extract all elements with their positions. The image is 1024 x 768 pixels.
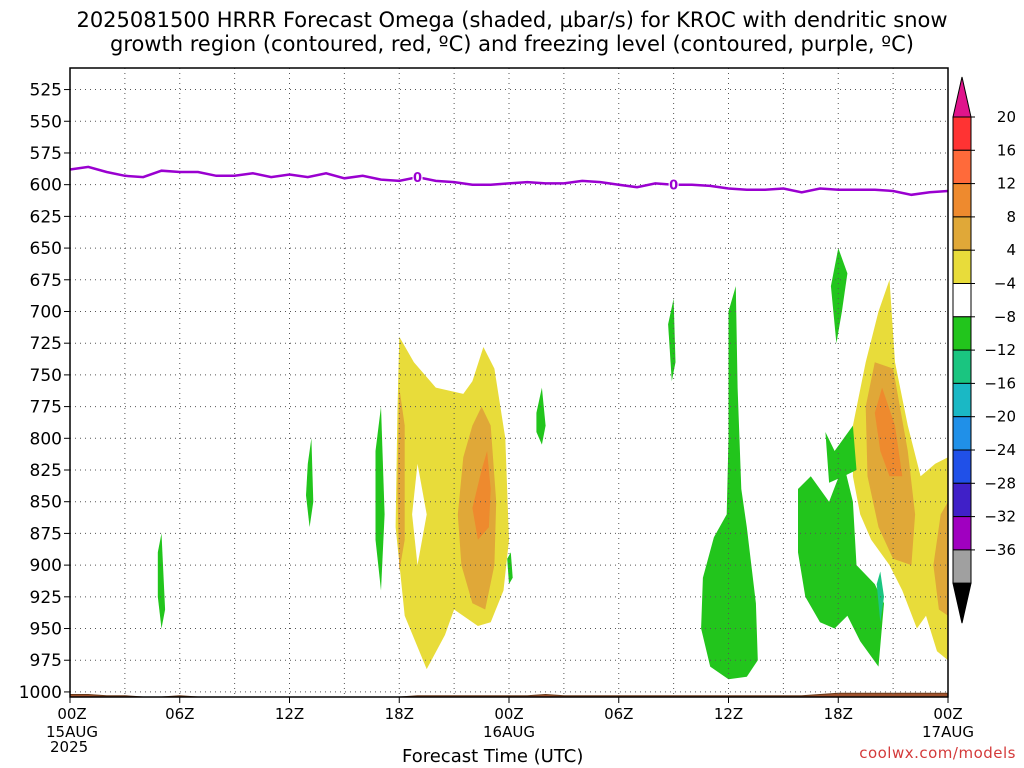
colorbar-swatch-13 (952, 549, 972, 584)
y-tick-label-525: 525 (30, 81, 62, 101)
colorbar-swatch-7 (952, 349, 972, 384)
colorbar-label-0: 20 (997, 108, 1016, 126)
colorbar-swatch-8 (952, 382, 972, 418)
colorbar-swatch-3 (952, 216, 972, 251)
colorbar: 20 16 12 8 4 −4 −8 −12 −16 −20 −24 −28 −32 −36 (952, 76, 1016, 624)
x-tick-label-4: 00Z (494, 705, 523, 723)
colorbar-swatch-5 (952, 283, 972, 318)
colorbar-label-6: −8 (994, 308, 1016, 326)
x-date-label-0: 15AUG (46, 723, 98, 741)
y-tick-label-925: 925 (30, 588, 62, 608)
colorbar-label-13: −36 (984, 541, 1016, 559)
omega-region-4 (412, 463, 427, 566)
y-tick-label-700: 700 (30, 302, 62, 322)
site-credit: coolwx.com/models (859, 744, 1016, 762)
omega-region-18 (507, 552, 513, 585)
y-tick-label-1000: 1000 (19, 683, 62, 703)
x-tick-label-8: 00Z (933, 705, 962, 723)
omega-region-7 (874, 387, 903, 477)
x-date-label-8: 17AUG (922, 723, 974, 741)
y-tick-label-875: 875 (30, 524, 62, 544)
colorbar-label-3: 8 (1006, 208, 1016, 226)
chart-title-line-1: 2025081500 HRRR Forecast Omega (shaded, … (76, 8, 948, 32)
colorbar-label-4: 4 (1006, 241, 1016, 259)
x-axis-year: 2025 (50, 738, 89, 756)
y-tick-label-850: 850 (30, 493, 62, 513)
x-tick-label-7: 18Z (824, 705, 853, 723)
omega-region-17 (536, 387, 546, 445)
y-tick-label-825: 825 (30, 461, 62, 481)
y-tick-label-900: 900 (30, 556, 62, 576)
colorbar-label-2: 12 (997, 175, 1016, 193)
colorbar-swatch-0 (952, 116, 972, 151)
colorbar-swatch-11 (952, 482, 972, 518)
y-tick-label-800: 800 (30, 429, 62, 449)
colorbar-label-11: −28 (984, 474, 1016, 492)
omega-region-13 (830, 248, 848, 344)
colorbar-swatch-2 (952, 183, 972, 218)
freezing-level-line (69, 165, 949, 197)
colorbar-label-12: −32 (984, 508, 1016, 526)
colorbar-swatch-4 (952, 249, 972, 284)
y-tick-label-725: 725 (30, 334, 62, 354)
omega-region-9 (668, 298, 676, 382)
colorbar-top-arrow (952, 76, 972, 118)
y-tick-label-575: 575 (30, 144, 62, 164)
x-date-label-4: 16AUG (483, 723, 535, 741)
y-tick-label-625: 625 (30, 207, 62, 227)
chart-title-line-2: growth region (contoured, red, ºC) and f… (110, 32, 914, 56)
x-tick-label-5: 06Z (604, 705, 633, 723)
omega-region-14 (157, 533, 166, 629)
y-tick-label-975: 975 (30, 651, 62, 671)
x-tick-label-6: 12Z (714, 705, 743, 723)
y-tick-label-750: 750 (30, 366, 62, 386)
y-axis: 525 550 575 600 625 650 675 700 725 750 775 800 825 8… (19, 81, 70, 703)
colorbar-swatch-9 (952, 416, 972, 451)
colorbar-label-10: −24 (984, 441, 1016, 459)
y-tick-label-600: 600 (30, 176, 62, 196)
colorbar-label-1: 16 (997, 141, 1016, 159)
omega-shading (157, 248, 948, 680)
colorbar-swatch-1 (952, 149, 972, 185)
omega-region-12 (825, 425, 857, 483)
omega-region-3 (472, 451, 491, 540)
freezing-label-bg-0 (412, 169, 423, 185)
freezing-label-bg-1 (668, 176, 679, 192)
y-tick-label-950: 950 (30, 620, 62, 640)
colorbar-swatch-6 (952, 316, 972, 351)
y-tick-label-675: 675 (30, 271, 62, 291)
colorbar-label-7: −12 (984, 341, 1016, 359)
colorbar-label-8: −16 (984, 374, 1016, 392)
colorbar-label-9: −20 (984, 408, 1016, 426)
x-tick-label-2: 12Z (275, 705, 304, 723)
colorbar-label-5: −4 (994, 275, 1016, 293)
freezing-level-label-0: 0 (413, 171, 422, 186)
omega-region-15 (306, 438, 314, 528)
freezing-level: 00 (69, 165, 949, 197)
colorbar-bottom-arrow (952, 582, 972, 624)
omega-region-8 (933, 501, 948, 616)
x-axis-title: Forecast Time (UTC) (402, 746, 584, 767)
x-tick-label-3: 18Z (385, 705, 414, 723)
omega-region-16 (375, 406, 385, 591)
x-tick-label-0: 00Z (57, 705, 86, 723)
omega-region-10 (701, 286, 758, 680)
x-tick-label-1: 06Z (165, 705, 194, 723)
colorbar-swatch-12 (952, 516, 972, 551)
colorbar-swatch-10 (952, 449, 972, 484)
y-tick-label-650: 650 (30, 239, 62, 259)
y-tick-label-775: 775 (30, 398, 62, 418)
y-tick-label-550: 550 (30, 112, 62, 132)
freezing-level-label-1: 0 (669, 179, 678, 194)
